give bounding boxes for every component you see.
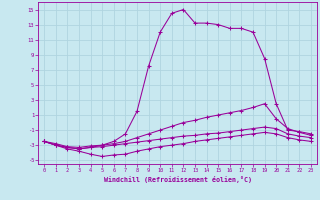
X-axis label: Windchill (Refroidissement éolien,°C): Windchill (Refroidissement éolien,°C) <box>104 176 252 183</box>
